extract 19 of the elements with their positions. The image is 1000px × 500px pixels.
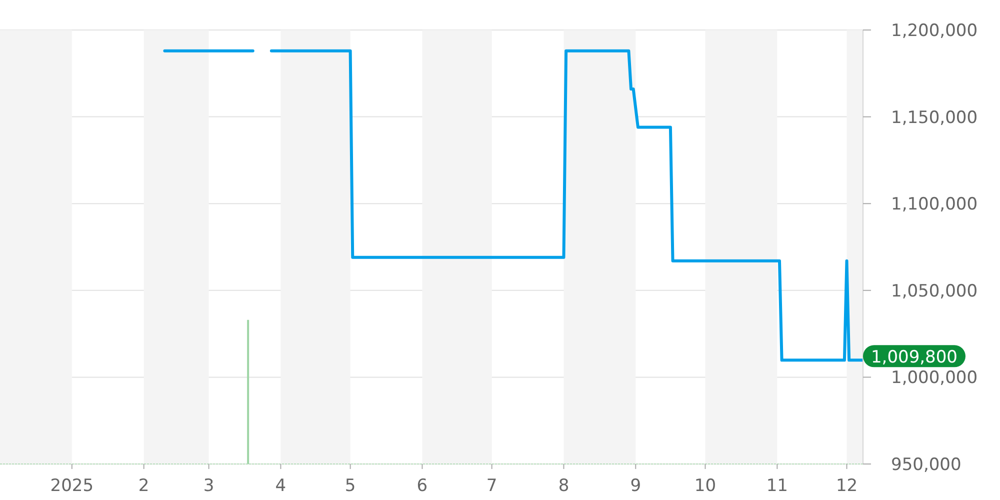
- y-tick-label: 1,100,000: [891, 194, 978, 215]
- data-label: 1,009,800: [870, 347, 958, 368]
- x-tick-label: 2: [138, 476, 150, 496]
- x-tick-label: 4: [275, 476, 286, 496]
- y-tick-label: 1,050,000: [891, 281, 978, 302]
- x-tick-label: 3: [203, 476, 214, 496]
- x-tick-label: 11: [766, 476, 788, 496]
- y-tick-label: 1,200,000: [891, 21, 978, 42]
- x-tick-label: 2025: [50, 476, 94, 496]
- x-tick-label: 7: [486, 476, 498, 496]
- x-tick-label: 12: [836, 476, 858, 496]
- y-tick-label: 950,000: [891, 455, 962, 476]
- x-tick-label: 5: [344, 476, 356, 496]
- y-tick-label: 1,150,000: [891, 108, 978, 128]
- x-tick-label: 9: [630, 476, 642, 496]
- x-tick-label: 6: [416, 476, 428, 496]
- x-tick-label: 10: [694, 476, 716, 496]
- x-tick-label: 8: [558, 476, 570, 496]
- y-tick-label: 1,000,000: [891, 368, 978, 388]
